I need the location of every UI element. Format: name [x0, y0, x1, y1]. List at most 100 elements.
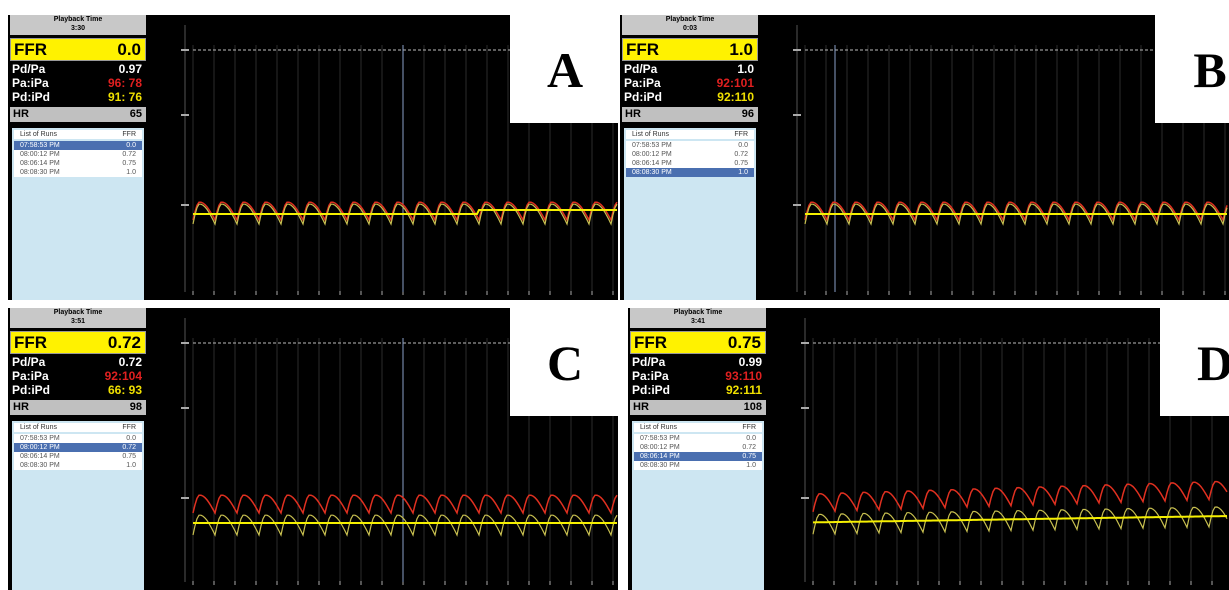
- run-row: 07:58:53 PM0.0: [626, 141, 754, 150]
- playback-label: Playback Time: [10, 308, 146, 317]
- reading-value: 66: 93: [108, 383, 142, 397]
- reading-value: 96: 78: [108, 76, 142, 90]
- run-row: 07:58:53 PM0.0: [14, 434, 142, 443]
- reading-label: Pd/Pa: [12, 62, 45, 76]
- reading-label: Pa:iPa: [632, 369, 669, 383]
- run-ffr: 0.0: [746, 434, 756, 443]
- reading-row: Pd/Pa 1.0: [624, 62, 756, 76]
- run-row: 08:00:12 PM 0.72: [626, 150, 754, 159]
- reading-value: 93:110: [725, 369, 762, 383]
- run-ffr: 0.72: [734, 150, 748, 159]
- run-row: 07:58:53 PM0.0: [14, 141, 142, 150]
- reading-label: Pd/Pa: [624, 62, 657, 76]
- list-header-ffr: FFR: [742, 423, 756, 432]
- ffr-label: FFR: [14, 39, 47, 60]
- reading-value: 0.99: [739, 355, 762, 369]
- hr-value: 96: [742, 107, 754, 122]
- list-header-label: List of Runs: [640, 424, 677, 431]
- run-ffr: 0.75: [122, 159, 136, 168]
- reading-label: Pd:iPd: [632, 383, 670, 397]
- run-list-header: List of RunsFFR: [626, 130, 754, 139]
- hr-row: HR 108: [630, 400, 766, 415]
- hr-row: HR 65: [10, 107, 146, 122]
- run-time: 08:00:12 PM: [632, 151, 672, 158]
- run-row: 08:08:30 PM 1.0: [634, 461, 762, 470]
- reading-value: 92:104: [105, 369, 142, 383]
- run-time: 08:08:30 PM: [20, 169, 60, 176]
- hr-row: HR 96: [622, 107, 758, 122]
- list-header-label: List of Runs: [20, 424, 57, 431]
- ffr-label: FFR: [634, 332, 667, 353]
- run-list: List of Runs FFR 07:58:53 PM 0.008:00:12 PM…: [632, 421, 764, 590]
- run-time: 08:06:14 PM: [640, 453, 680, 460]
- reading-label: Pd:iPd: [624, 90, 662, 104]
- hr-value: 108: [744, 400, 762, 415]
- playback-label: Playback Time: [622, 15, 758, 24]
- ffr-label: FFR: [14, 332, 47, 353]
- reading-row: Pd/Pa 0.97: [12, 62, 144, 76]
- reading-value: 0.72: [119, 355, 142, 369]
- figure: Playback Time3:30FFR0.0Pd/Pa0.97Pa:iPa96…: [0, 0, 1229, 590]
- reading-value: 92:101: [717, 76, 754, 90]
- run-ffr: 1.0: [126, 461, 136, 470]
- run-time: 08:08:30 PM: [632, 169, 672, 176]
- run-list: List of RunsFFR 07:58:53 PM0.008:00:12 PM…: [624, 128, 756, 300]
- ffr-label: FFR: [626, 39, 659, 60]
- playback-header: Playback Time3:41: [630, 308, 766, 328]
- run-ffr: 0.72: [742, 443, 756, 452]
- run-time: 08:00:12 PM: [20, 151, 60, 158]
- playback-time: 3:51: [10, 317, 146, 326]
- run-row: 08:06:14 PM 0.75: [634, 452, 762, 461]
- run-time: 08:00:12 PM: [20, 444, 60, 451]
- hr-label: HR: [625, 107, 641, 122]
- reading-row: Pd/Pa 0.99: [632, 355, 764, 369]
- hr-label: HR: [633, 400, 649, 415]
- run-ffr: 0.75: [122, 452, 136, 461]
- playback-time: 3:41: [630, 317, 766, 326]
- reading-label: Pa:iPa: [624, 76, 661, 90]
- reading-row: Pa:iPa 92:101: [624, 76, 756, 90]
- run-time: 07:58:53 PM: [20, 142, 60, 149]
- hr-label: HR: [13, 107, 29, 122]
- run-time: 07:58:53 PM: [640, 435, 680, 442]
- reading-value: 1.0: [737, 62, 754, 76]
- run-time: 08:08:30 PM: [20, 462, 60, 469]
- reading-value: 0.97: [119, 62, 142, 76]
- reading-label: Pd/Pa: [632, 355, 665, 369]
- run-ffr: 0.72: [122, 150, 136, 159]
- list-header-label: List of Runs: [20, 131, 57, 138]
- run-time: 08:06:14 PM: [20, 160, 60, 167]
- ffr-value: 0.0: [117, 39, 141, 60]
- hr-value: 65: [130, 107, 142, 122]
- run-row: 08:06:14 PM0.75: [626, 159, 754, 168]
- run-ffr: 0.75: [742, 452, 756, 461]
- run-ffr: 0.0: [738, 141, 748, 150]
- list-header-label: List of Runs: [632, 131, 669, 138]
- run-row: 08:08:30 PM 1.0: [14, 461, 142, 470]
- reading-label: Pd:iPd: [12, 383, 50, 397]
- run-time: 07:58:53 PM: [20, 435, 60, 442]
- ffr-value: 0.75: [728, 332, 761, 353]
- run-time: 08:08:30 PM: [640, 462, 680, 469]
- hr-value: 98: [130, 400, 142, 415]
- reading-row: Pd:iPd 66: 93: [12, 383, 144, 397]
- panel-letter: A: [510, 15, 618, 123]
- run-list-header: List of Runs FFR: [634, 423, 762, 432]
- list-header-ffr: FFR: [122, 130, 136, 139]
- playback-label: Playback Time: [630, 308, 766, 317]
- run-ffr: 1.0: [746, 461, 756, 470]
